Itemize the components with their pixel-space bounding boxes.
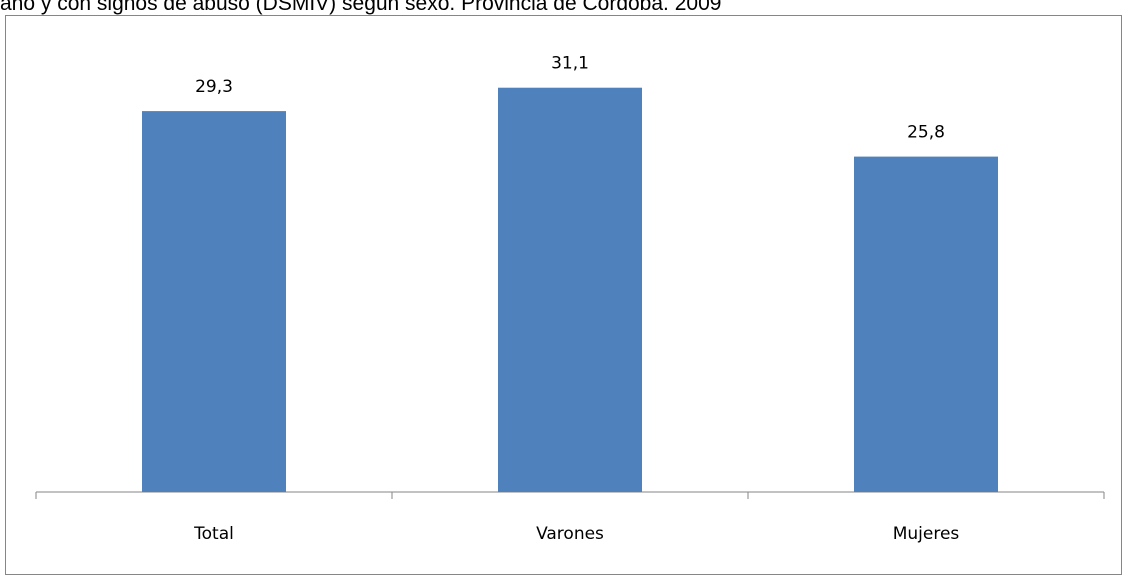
bar-total xyxy=(142,111,286,492)
category-label-total: Total xyxy=(193,524,234,544)
bar-varones xyxy=(498,87,642,492)
data-label-mujeres: 25,8 xyxy=(907,123,945,143)
data-label-total: 29,3 xyxy=(195,77,233,97)
chart-title: año y con signos de abuso (DSMIV) según … xyxy=(0,0,722,15)
category-label-varones: Varones xyxy=(536,524,604,544)
data-label-varones: 31,1 xyxy=(551,54,589,74)
bar-mujeres xyxy=(854,156,998,492)
category-label-mujeres: Mujeres xyxy=(893,524,960,544)
